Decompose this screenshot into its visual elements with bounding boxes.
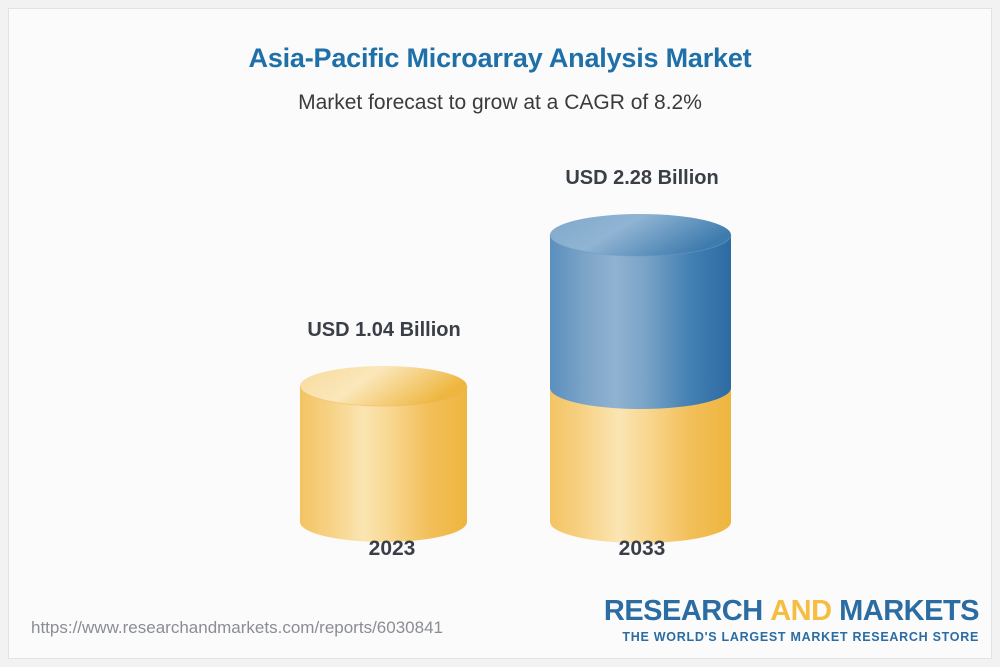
chart-card: Asia-Pacific Microarray Analysis Market … [8, 8, 992, 659]
category-label-2033: 2033 [618, 537, 666, 560]
brand-research: RESEARCH [603, 595, 763, 627]
category-label-2023: 2023 [368, 537, 416, 560]
cylinder-bars-graphic [295, 214, 739, 543]
chart-title: Asia-Pacific Microarray Analysis Market [248, 43, 752, 73]
value-label-2033: USD 2.28 Billion [565, 167, 719, 189]
chart-subtitle: Market forecast to grow at a CAGR of 8.2… [298, 91, 702, 114]
source-url[interactable]: https://www.researchandmarkets.com/repor… [31, 618, 443, 637]
value-label-2023: USD 1.04 Billion [307, 319, 461, 341]
brand-tagline: THE WORLD'S LARGEST MARKET RESEARCH STOR… [622, 630, 979, 644]
brand-markets: MARKETS [839, 595, 979, 627]
chart-plot-area: USD 1.04 Billion USD 2.28 Billion 2023 2… [9, 9, 991, 658]
brand-logo: RESEARCH AND MARKETS THE WORLD'S LARGEST… [603, 595, 980, 645]
brand-wordmark: RESEARCH AND MARKETS [603, 595, 980, 627]
brand-and: AND [770, 595, 832, 627]
